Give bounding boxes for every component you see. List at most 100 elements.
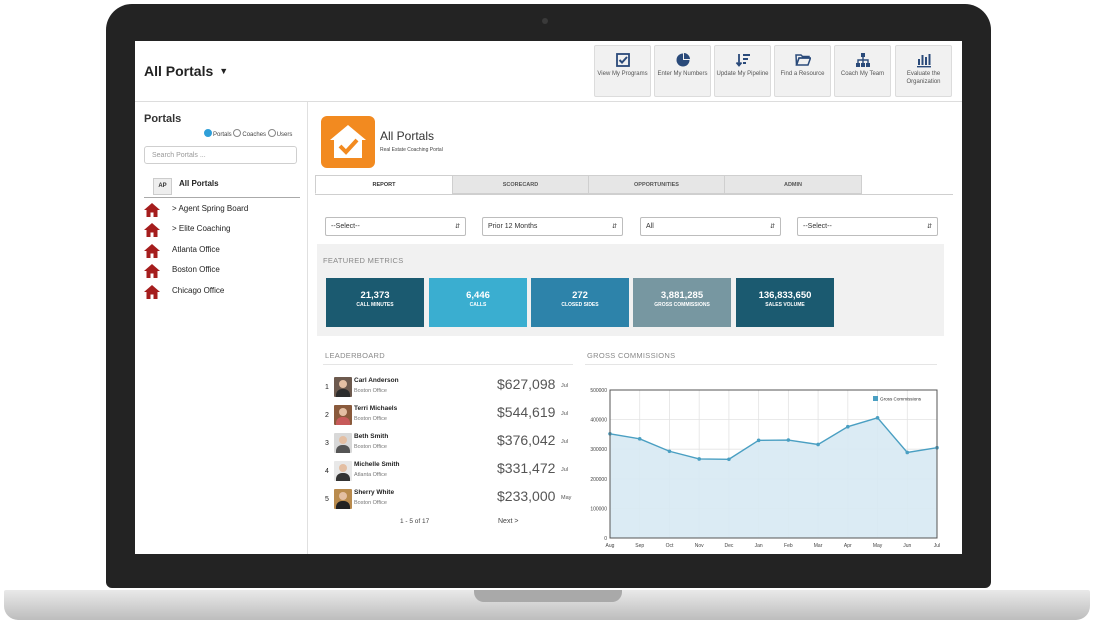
tab-bar: REPORT SCORECARD OPPORTUNITIES ADMIN (315, 175, 953, 195)
select-value: All (646, 223, 654, 230)
period-select[interactable]: Prior 12 Months ⇵ (482, 217, 623, 236)
sidebar-item-label: > Agent Spring Board (172, 204, 249, 213)
toolbar-label: Enter My Numbers (657, 71, 708, 77)
select-value: --Select-- (331, 223, 360, 230)
amount: $331,472 (497, 460, 556, 476)
metric-value: 3,881,285 (660, 290, 704, 301)
tab-opportunities[interactable]: OPPORTUNITIES (588, 175, 725, 194)
select-value: --Select-- (803, 223, 832, 230)
x-tick-label: Apr (844, 543, 852, 549)
radio-label: Coaches (242, 132, 267, 138)
agent-name: Michelle Smith (354, 461, 400, 468)
radio-label: Users (276, 132, 293, 138)
select-arrows-icon: ⇵ (769, 224, 775, 230)
x-tick-label: Dec (724, 543, 733, 549)
metric-value: 6,446 (466, 290, 490, 301)
laptop-notch (474, 590, 622, 602)
sidebar-item-label: > Elite Coaching (172, 224, 231, 233)
view-my-programs-button[interactable]: View My Programs (594, 45, 651, 97)
pagination-text: 1 - 5 of 17 (400, 518, 430, 525)
toolbar-label: Find a Resource (780, 71, 825, 77)
agent-name: Beth Smith (354, 433, 389, 440)
toolbar-label: Evaluate the Organization (906, 71, 941, 85)
leaderboard-title: LEADERBOARD (325, 351, 385, 360)
radio-dot (233, 129, 242, 137)
amount: $627,098 (497, 376, 556, 392)
house-icon (144, 223, 160, 237)
metric-closed-sides[interactable]: 272 CLOSED SIDES (531, 278, 629, 327)
avatar (334, 489, 352, 509)
y-tick-label: 100000 (590, 506, 607, 512)
month: Jul (561, 411, 569, 417)
x-tick-label: Feb (784, 543, 793, 549)
avatar (334, 461, 352, 481)
divider (323, 364, 573, 365)
portal-dropdown[interactable]: All Portals ▼ (144, 63, 228, 79)
evaluate-organization-button[interactable]: Evaluate the Organization (895, 45, 952, 97)
portal-logo (321, 116, 375, 168)
x-tick-label: Nov (695, 543, 704, 549)
tab-scorecard[interactable]: SCORECARD (452, 175, 589, 194)
data-point (697, 457, 701, 461)
x-tick-label: May (873, 543, 883, 549)
house-icon (144, 264, 160, 278)
agent-office: Atlanta Office (354, 472, 387, 478)
x-tick-label: Jul (934, 543, 940, 549)
leaderboard-row[interactable]: 4 Michelle Smith Atlanta Office $331,472… (325, 460, 575, 486)
agent-office: Boston Office (354, 388, 387, 394)
enter-my-numbers-button[interactable]: Enter My Numbers (654, 45, 711, 97)
metric-value: 136,833,650 (758, 290, 812, 301)
coach-my-team-button[interactable]: Coach My Team (834, 45, 891, 97)
data-point (905, 450, 910, 455)
x-tick-label: Sep (635, 543, 644, 549)
leaderboard-row[interactable]: 3 Beth Smith Boston Office $376,042 Jul (325, 432, 575, 458)
house-icon (144, 244, 160, 258)
gross-commissions-chart: 0 100000 200000 300000 400000 500000 Aug Sep Oct… (590, 388, 940, 549)
agent-office: Boston Office (354, 444, 387, 450)
data-point (816, 442, 820, 447)
agent-name: Terri Michaels (354, 405, 398, 412)
house-check-icon (330, 125, 366, 158)
radio-users[interactable]: Users (267, 129, 293, 138)
app-screen: All Portals ▼ View My Programs Enter My N… (135, 41, 962, 554)
metric-calls[interactable]: 6,446 CALLS (429, 278, 527, 327)
divider (144, 197, 300, 198)
pie-chart-icon (676, 53, 690, 67)
data-point (875, 416, 880, 420)
sort-list-icon (735, 54, 750, 67)
radio-portals[interactable]: Portals (204, 129, 232, 138)
scope-select[interactable]: All ⇵ (640, 217, 781, 236)
rank: 3 (325, 440, 329, 447)
tab-admin[interactable]: ADMIN (724, 175, 862, 194)
filter-select-4[interactable]: --Select-- ⇵ (797, 217, 938, 236)
radio-dot-selected (204, 129, 212, 137)
next-page-link[interactable]: Next > (498, 518, 519, 525)
leaderboard-row[interactable]: 1 Carl Anderson Boston Office $627,098 J… (325, 376, 575, 402)
metric-call-minutes[interactable]: 21,373 CALL MINUTES (326, 278, 424, 327)
filter-select-1[interactable]: --Select-- ⇵ (325, 217, 466, 236)
x-tick-label: Aug (606, 543, 615, 549)
find-a-resource-button[interactable]: Find a Resource (774, 45, 831, 97)
search-portals-input[interactable]: Search Portals ... (144, 146, 297, 164)
toolbar-label: View My Programs (597, 71, 648, 77)
tab-report[interactable]: REPORT (315, 175, 453, 194)
folder-open-icon (794, 54, 811, 66)
y-tick-label: 200000 (590, 477, 607, 483)
camera (542, 18, 548, 24)
legend-label: Gross Commissions (880, 397, 922, 402)
metric-gross-commissions[interactable]: 3,881,285 GROSS COMMISSIONS (633, 278, 731, 327)
rank: 4 (325, 468, 329, 475)
update-my-pipeline-button[interactable]: Update My Pipeline (714, 45, 771, 97)
radio-coaches[interactable]: Coaches (233, 129, 267, 138)
avatar (334, 377, 352, 397)
metric-sales-volume[interactable]: 136,833,650 SALES VOLUME (736, 278, 834, 327)
leaderboard-row[interactable]: 2 Terri Michaels Boston Office $544,619 … (325, 404, 575, 430)
all-portals-item[interactable]: All Portals (179, 179, 219, 188)
leaderboard-row[interactable]: 5 Sherry White Boston Office $233,000 Ma… (325, 488, 575, 514)
sidebar-item-label: Chicago Office (172, 286, 225, 295)
org-chart-icon (855, 53, 870, 67)
amount: $233,000 (497, 488, 556, 504)
divider (585, 364, 937, 365)
x-tick-label: Mar (814, 543, 823, 549)
tabs-divider (315, 194, 953, 195)
